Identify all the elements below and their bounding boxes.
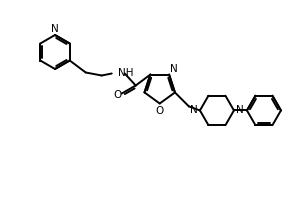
Text: N: N — [51, 23, 59, 33]
Text: O: O — [156, 106, 164, 116]
Text: N: N — [236, 105, 244, 115]
Text: O: O — [114, 90, 122, 99]
Text: N: N — [190, 105, 198, 115]
Text: N: N — [170, 64, 178, 74]
Text: NH: NH — [118, 68, 133, 78]
